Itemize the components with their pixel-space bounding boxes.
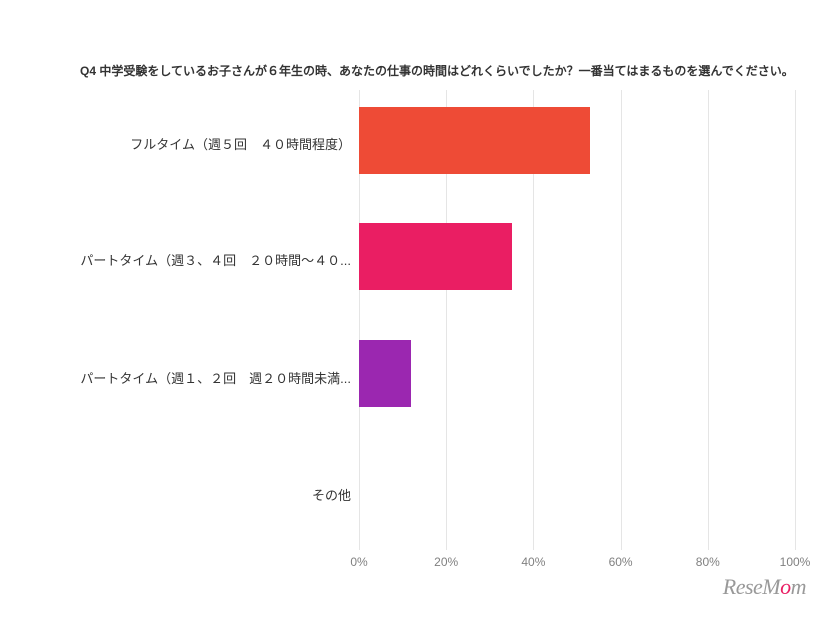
xtick-label: 100%	[780, 555, 811, 569]
bar-row	[359, 107, 590, 174]
plot-area	[359, 90, 795, 550]
bar	[359, 223, 512, 290]
gridline	[795, 90, 796, 550]
gridline	[621, 90, 622, 550]
bar-row	[359, 223, 512, 290]
chart-title: Q4 中学受験をしているお子さんが６年生の時、あなたの仕事の時間はどれくらいでし…	[80, 62, 794, 79]
watermark-text: ReseM	[723, 574, 780, 599]
watermark-dot: o	[780, 574, 791, 599]
xtick-label: 60%	[609, 555, 633, 569]
bar	[359, 107, 590, 174]
bar-row	[359, 340, 411, 407]
xtick-label: 0%	[350, 555, 367, 569]
xtick-label: 20%	[434, 555, 458, 569]
xtick-label: 80%	[696, 555, 720, 569]
chart-container: Q4 中学受験をしているお子さんが６年生の時、あなたの仕事の時間はどれくらいでし…	[0, 0, 826, 620]
bar	[359, 340, 411, 407]
category-label: パートタイム（週３、４回 ２０時間～４０...	[51, 250, 351, 269]
gridline	[708, 90, 709, 550]
category-label: パートタイム（週１、２回 週２０時間未満...	[51, 368, 351, 387]
category-label: その他	[51, 485, 351, 504]
xtick-label: 40%	[521, 555, 545, 569]
watermark-text-end: m	[791, 574, 806, 599]
watermark-logo: ReseMom	[723, 574, 806, 600]
category-label: フルタイム（週５回 ４０時間程度）	[51, 134, 351, 153]
